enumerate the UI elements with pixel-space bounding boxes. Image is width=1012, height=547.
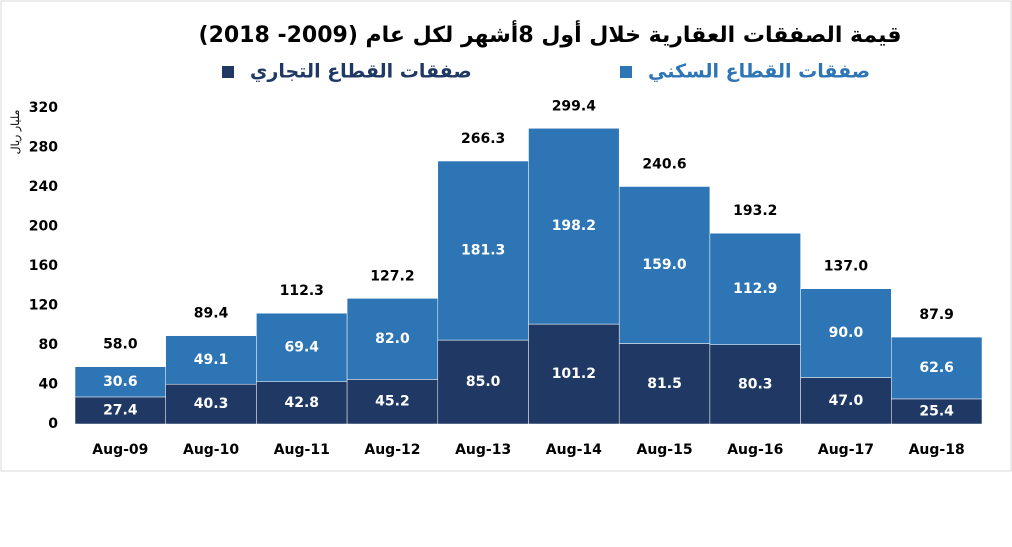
value-label: 62.6: [919, 360, 954, 376]
value-label: 181.3: [461, 243, 505, 259]
total-label: 87.9: [919, 307, 954, 323]
value-label: 81.5: [647, 376, 682, 392]
x-tick-label: Aug-10: [183, 442, 239, 458]
bar-segment: [74, 366, 166, 398]
bar-segment: [800, 288, 892, 378]
value-label: 30.6: [103, 374, 138, 390]
bar-segment: [709, 232, 801, 345]
y-tick-label: 80: [39, 337, 59, 353]
value-label: 90.0: [829, 325, 864, 341]
y-tick-label: 320: [29, 100, 58, 116]
total-label: 193.2: [733, 203, 777, 219]
value-label: 27.4: [103, 402, 138, 418]
value-label: 198.2: [552, 218, 596, 234]
bar-segment: [346, 298, 439, 380]
y-tick-label: 280: [29, 140, 58, 156]
legend-swatch: [620, 66, 632, 78]
y-tick-label: 200: [29, 219, 58, 235]
total-label: 89.4: [194, 306, 229, 322]
y-tick-label: 0: [48, 416, 58, 432]
value-label: 85.0: [466, 374, 501, 390]
bar-segment: [800, 377, 892, 425]
bar-segment: [528, 323, 620, 425]
bar-segment: [528, 128, 620, 325]
total-label: 299.4: [552, 98, 597, 114]
legend-label: صفقات القطاع السكني: [648, 61, 870, 83]
x-tick-label: Aug-11: [274, 442, 330, 458]
x-tick-label: Aug-16: [727, 442, 783, 458]
chart-title: قيمة الصفقات العقارية خلال أول 8أشهر لكل…: [199, 19, 902, 48]
y-axis-label: مليار ريال: [9, 110, 22, 155]
value-label: 101.2: [552, 366, 596, 382]
y-tick-label: 120: [29, 298, 58, 314]
value-label: 47.0: [829, 393, 864, 409]
total-label: 58.0: [103, 337, 138, 353]
bar-segment: [346, 379, 439, 425]
bar-segment: [74, 396, 166, 425]
legend-swatch: [222, 66, 234, 78]
value-label: 69.4: [284, 339, 319, 355]
bar-segment: [891, 398, 983, 425]
value-label: 49.1: [194, 352, 229, 368]
x-tick-label: Aug-09: [92, 442, 148, 458]
y-tick-label: 40: [39, 377, 59, 393]
value-label: 42.8: [284, 395, 319, 411]
bar-segment: [256, 381, 348, 425]
x-tick-label: Aug-17: [818, 442, 874, 458]
x-tick-label: Aug-15: [636, 442, 692, 458]
bar-segment: [709, 344, 801, 425]
x-tick-label: Aug-14: [546, 442, 602, 458]
total-label: 137.0: [824, 259, 869, 275]
x-tick-label: Aug-18: [909, 442, 965, 458]
value-label: 159.0: [642, 257, 687, 273]
value-label: 82.0: [375, 331, 410, 347]
bar-segment: [891, 336, 983, 400]
x-tick-label: Aug-12: [364, 442, 420, 458]
value-label: 112.9: [733, 281, 777, 297]
legend-label: صفقات القطاع التجاري: [250, 61, 472, 84]
bar-segment: [165, 335, 257, 385]
total-label: 127.2: [370, 268, 414, 284]
y-tick-label: 160: [29, 258, 58, 274]
value-label: 25.4: [919, 403, 954, 419]
total-label: 240.6: [642, 156, 686, 172]
bar-segment: [165, 383, 257, 425]
bar-segment: [618, 186, 711, 344]
value-label: 40.3: [194, 396, 229, 412]
total-label: 112.3: [280, 283, 324, 299]
y-tick-label: 240: [29, 179, 58, 195]
total-label: 266.3: [461, 131, 505, 147]
bar-segment: [256, 312, 348, 382]
value-label: 45.2: [375, 394, 410, 410]
value-label: 80.3: [738, 376, 773, 392]
x-tick-label: Aug-13: [455, 442, 511, 458]
bar-segment: [437, 339, 529, 425]
